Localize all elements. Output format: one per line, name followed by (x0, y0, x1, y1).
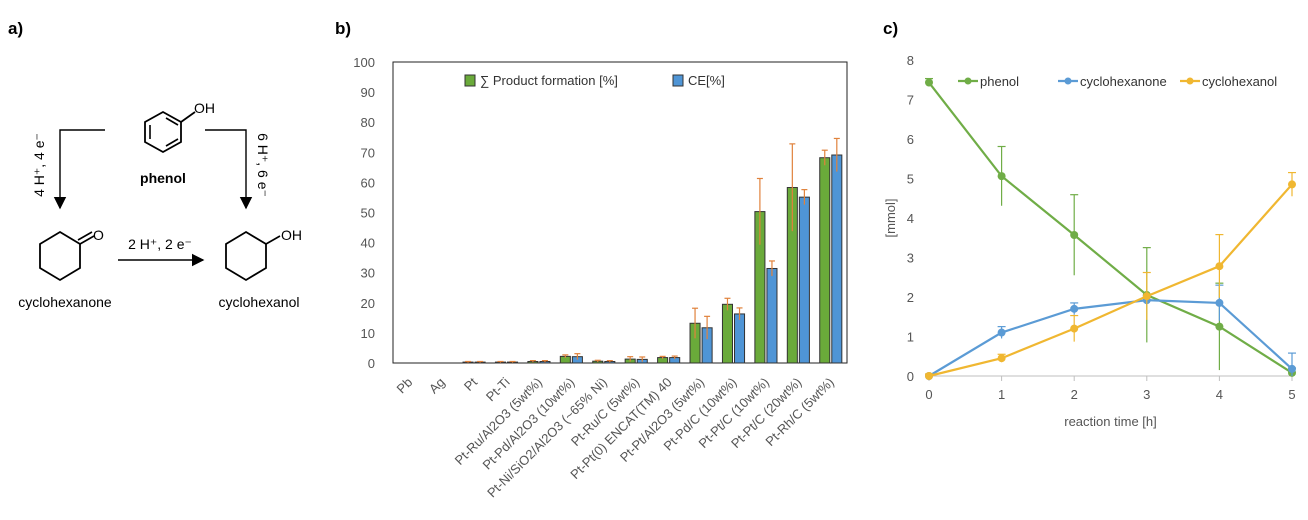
phenol-structure (144, 110, 196, 154)
y-tick-label: 60 (361, 175, 375, 190)
y-axis-label: [mmol] (883, 199, 898, 238)
y-tick-label: 0 (907, 369, 914, 384)
data-point-phenol (925, 78, 933, 87)
y-tick-label: 100 (353, 55, 375, 70)
y-tick-label: 20 (361, 296, 375, 311)
data-point-cyclohexanone (1215, 298, 1224, 307)
line-chart-panel: c) 0 1 2 3 4 5 6 7 8 0 1 2 3 4 5 reaction time [h] [mmol… (880, 0, 1308, 520)
cyclohexanone-label: cyclohexanone (18, 294, 112, 310)
data-point-phenol (997, 172, 1006, 181)
bar-ce (734, 313, 746, 364)
y-tick-label: 3 (907, 251, 914, 266)
y-tick-label: 5 (907, 172, 914, 187)
y-tick-label: 7 (907, 93, 914, 108)
legend-marker (1064, 77, 1072, 85)
data-point-phenol (1215, 322, 1224, 331)
legend-swatch (464, 74, 476, 87)
bar-chart-panel: b) 0 10 20 30 40 50 60 70 80 90 100 Pb Ag Pt Pt-Ti Pt-R… (335, 0, 880, 520)
x-tick-label: 3 (1143, 387, 1150, 402)
legend-label: ∑ Product formation [%] (480, 73, 618, 88)
reaction-scheme: a) OH phenol 4 H⁺, 4 e⁻ 6 H⁺, 6 e⁻ O cyc… (8, 19, 302, 310)
legend-label: cyclohexanol (1202, 74, 1277, 89)
legend-marker (964, 77, 972, 85)
y-tick-label: 40 (361, 236, 375, 251)
phenol-label: phenol (140, 170, 186, 186)
bar-product-formation (721, 303, 734, 364)
panel-label-c: c) (883, 19, 898, 38)
arrow-to-cyclohexanone (53, 129, 105, 210)
y-tick-label: 6 (907, 132, 914, 147)
line-chart: c) 0 1 2 3 4 5 6 7 8 0 1 2 3 4 5 reaction time [h] [mmol… (883, 19, 1296, 429)
right-arrow-label: 6 H⁺, 6 e⁻ (255, 133, 271, 197)
legend-label: CE[%] (688, 73, 725, 88)
legend-label: phenol (980, 74, 1019, 89)
y-tick-label: 80 (361, 115, 375, 130)
data-point-cyclohexanol (997, 354, 1006, 363)
y-tick-label: 1 (907, 330, 914, 345)
phenol-oh-label: OH (194, 100, 215, 116)
y-tick-label: 50 (361, 206, 375, 221)
y-tick-label: 90 (361, 85, 375, 100)
left-arrow-label: 4 H⁺, 4 e⁻ (31, 133, 47, 197)
arrow-to-cyclohexanol (205, 129, 253, 210)
data-point-cyclohexanol (1288, 180, 1296, 189)
data-point-cyclohexanol (1215, 262, 1224, 271)
x-tick-label: 5 (1288, 387, 1295, 402)
panel-label-a: a) (8, 19, 23, 38)
data-point-cyclohexanone (1288, 364, 1296, 373)
y-tick-label: 4 (907, 211, 914, 226)
data-point-cyclohexanone (1070, 304, 1079, 313)
cyclohexanol-oh-label: OH (281, 227, 302, 243)
data-point-cyclohexanone (997, 328, 1006, 337)
legend-label: cyclohexanone (1080, 74, 1167, 89)
x-tick-label: 2 (1071, 387, 1078, 402)
cyclohexanone-structure (39, 230, 95, 282)
x-tick-label: Ag (426, 375, 448, 397)
panel-label-b: b) (335, 19, 351, 38)
series-line-cyclohexanol (928, 183, 1293, 378)
y-tick-label: 8 (907, 53, 914, 68)
series-line-cyclohexanone (928, 299, 1293, 377)
bar-product-formation (819, 157, 831, 364)
data-point-phenol (1070, 230, 1079, 239)
data-point-cyclohexanol (925, 372, 933, 380)
bar-ce (798, 196, 810, 364)
series-line-phenol (928, 81, 1293, 374)
cyclohexanone-o-label: O (93, 227, 104, 243)
cyclohexanol-structure (225, 230, 281, 282)
legend-swatch (672, 74, 684, 87)
x-tick-label: Pt (461, 374, 481, 394)
y-tick-label: 2 (907, 290, 914, 305)
reaction-scheme-panel: a) OH phenol 4 H⁺, 4 e⁻ 6 H⁺, 6 e⁻ O cyc… (0, 0, 335, 520)
x-tick-label: Pb (393, 375, 415, 397)
bar-ce (766, 267, 778, 364)
y-tick-label: 30 (361, 266, 375, 281)
legend-marker (1186, 77, 1194, 85)
plot-frame (392, 61, 848, 364)
bar-ce (831, 154, 843, 364)
cyclohexanol-label: cyclohexanol (219, 294, 300, 310)
x-tick-label: 1 (998, 387, 1005, 402)
bottom-arrow-label: 2 H⁺, 2 e⁻ (128, 236, 192, 252)
y-tick-label: 70 (361, 145, 375, 160)
data-point-cyclohexanol (1142, 292, 1151, 301)
y-tick-label: 10 (361, 326, 375, 341)
data-point-cyclohexanol (1070, 324, 1079, 333)
x-tick-label: 4 (1216, 387, 1223, 402)
x-tick-label: 0 (925, 387, 932, 402)
y-tick-label: 0 (368, 356, 375, 371)
x-axis-label: reaction time [h] (1064, 414, 1157, 429)
